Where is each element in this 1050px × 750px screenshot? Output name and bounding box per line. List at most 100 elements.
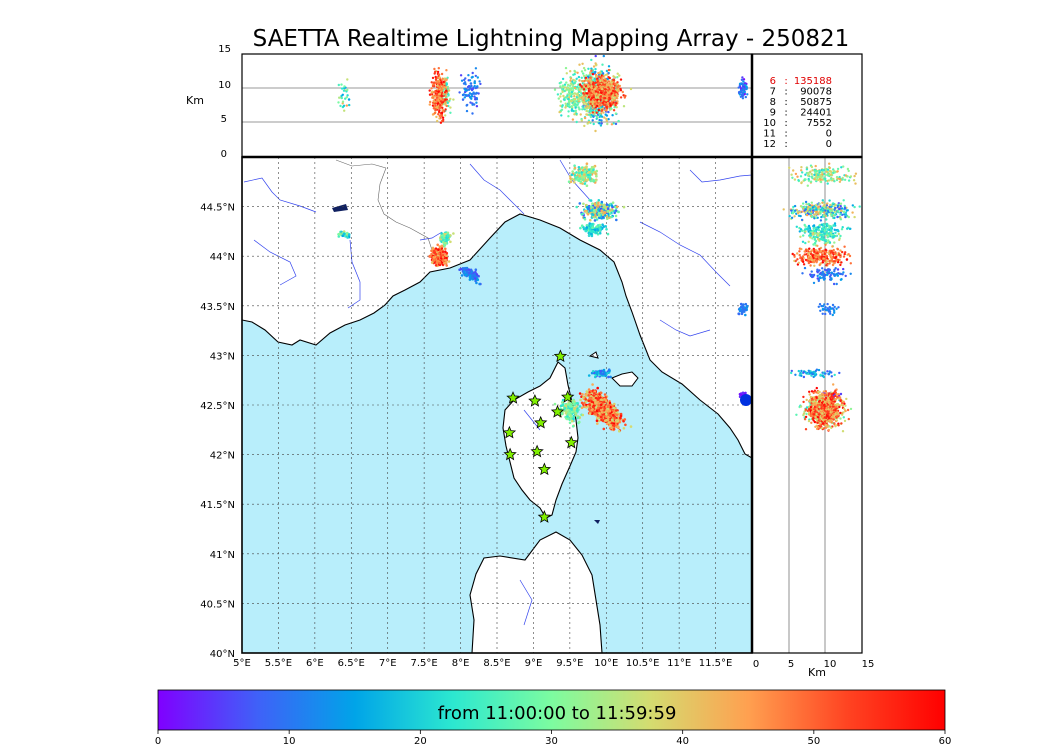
lightning-point xyxy=(437,252,441,255)
lightning-point xyxy=(590,58,593,62)
lightning-point xyxy=(802,412,806,415)
lightning-point xyxy=(601,215,605,219)
lightning-point xyxy=(782,208,785,211)
lightning-point xyxy=(445,98,448,101)
lightning-point xyxy=(570,105,573,108)
lightning-point xyxy=(439,121,443,124)
lightning-point xyxy=(437,99,440,102)
lightning-point xyxy=(824,312,827,316)
lightning-point xyxy=(609,104,612,107)
lightning-point xyxy=(812,281,816,285)
lightning-point xyxy=(589,76,592,79)
lightning-point xyxy=(347,233,351,236)
lightning-point xyxy=(802,234,805,237)
lightning-point xyxy=(428,103,431,106)
lightning-point xyxy=(581,62,584,65)
lightning-point xyxy=(592,65,596,68)
lightning-point xyxy=(582,396,585,399)
lightning-point xyxy=(605,93,608,96)
lightning-point xyxy=(459,74,463,77)
lightning-point xyxy=(443,232,447,236)
lightning-point xyxy=(594,54,597,58)
lightning-point xyxy=(591,412,594,415)
latitude-tick-label: 43.5°N xyxy=(200,302,235,313)
lightning-point xyxy=(430,252,433,256)
lightning-point xyxy=(583,182,587,185)
lightning-point xyxy=(579,398,582,402)
lightning-point xyxy=(589,390,593,393)
lightning-point xyxy=(581,105,584,108)
longitude-tick-label: 11.5°E xyxy=(699,658,733,669)
lightning-point xyxy=(622,205,626,209)
lightning-point xyxy=(741,308,745,311)
lightning-point xyxy=(590,170,593,173)
station-marker xyxy=(502,425,517,439)
lightning-point xyxy=(604,225,607,228)
lightning-point xyxy=(471,87,475,91)
lightning-point xyxy=(589,110,592,113)
lightning-point xyxy=(600,122,603,125)
lightning-point xyxy=(835,282,838,286)
lightning-point xyxy=(436,243,440,247)
lightning-point xyxy=(585,113,588,116)
lightning-point xyxy=(613,406,616,410)
lightning-point xyxy=(605,69,609,73)
lake xyxy=(332,204,348,212)
latitude-tick-label: 42.5°N xyxy=(200,401,235,412)
lightning-point xyxy=(595,175,598,178)
lightning-point xyxy=(595,115,598,118)
lightning-point xyxy=(574,97,577,101)
lightning-point xyxy=(616,94,619,98)
lightning-point xyxy=(602,103,605,107)
lightning-point xyxy=(346,236,349,239)
lightning-point xyxy=(846,227,849,230)
lightning-point xyxy=(441,78,444,81)
lightning-point xyxy=(447,89,451,92)
lightning-point xyxy=(590,402,594,406)
lightning-point xyxy=(821,201,824,204)
lightning-point xyxy=(467,84,471,88)
lightning-point xyxy=(597,100,601,103)
lightning-point xyxy=(612,122,615,125)
counts-box-frame xyxy=(751,53,863,158)
lightning-point xyxy=(821,209,825,212)
lightning-point xyxy=(819,309,822,312)
lightning-point xyxy=(595,419,599,423)
lightning-point xyxy=(601,72,605,75)
lightning-point xyxy=(791,212,795,215)
lightning-point xyxy=(823,206,826,209)
lightning-point xyxy=(807,224,811,228)
lightning-point xyxy=(428,89,431,92)
lightning-point xyxy=(468,87,471,90)
lightning-point xyxy=(433,72,436,75)
lightning-point xyxy=(595,111,598,114)
lightning-point xyxy=(606,401,610,405)
lightning-point xyxy=(434,75,437,79)
lightning-point xyxy=(612,86,616,90)
lightning-point xyxy=(449,106,452,109)
lightning-point xyxy=(839,278,843,281)
lightning-point xyxy=(814,374,817,377)
lightning-point xyxy=(826,236,829,239)
lightning-point xyxy=(802,371,805,374)
lightning-point xyxy=(439,84,442,87)
lightning-point xyxy=(581,178,585,182)
lightning-point xyxy=(608,102,612,106)
lightning-point xyxy=(559,95,562,98)
altitude-ticks-top: 15 10 5 0 xyxy=(218,44,231,160)
lightning-point xyxy=(616,72,619,75)
lightning-point xyxy=(612,427,616,431)
lightning-point xyxy=(437,67,440,70)
lightning-point xyxy=(826,302,829,306)
lightning-point xyxy=(598,118,601,122)
lightning-point xyxy=(561,398,565,402)
lightning-point xyxy=(561,84,565,87)
lightning-point xyxy=(433,249,436,253)
lightning-point xyxy=(837,209,840,213)
lightning-point xyxy=(836,215,839,219)
lightning-point xyxy=(604,91,607,94)
lightning-point xyxy=(604,88,607,91)
lightning-point xyxy=(572,109,575,113)
lightning-point xyxy=(559,92,563,96)
lightning-point xyxy=(561,77,565,81)
